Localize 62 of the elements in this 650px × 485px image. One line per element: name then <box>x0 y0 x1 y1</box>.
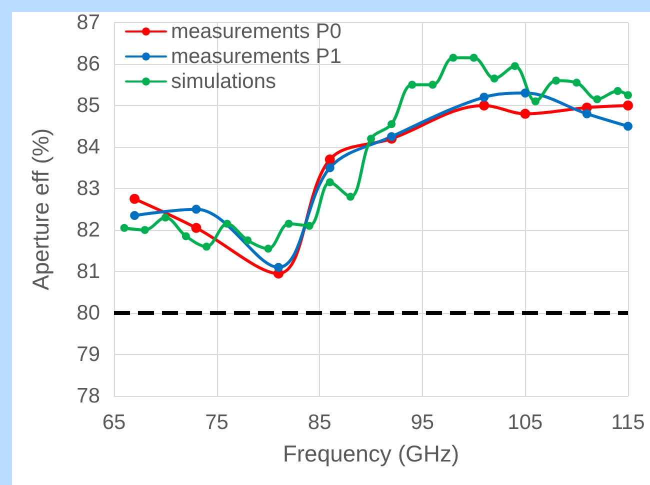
point <box>284 220 293 228</box>
point <box>264 244 272 253</box>
point <box>388 120 396 128</box>
point <box>520 108 530 119</box>
point <box>449 54 458 62</box>
point <box>244 236 252 244</box>
legend-label: measurements P1 <box>171 45 342 68</box>
x-tick-label: 105 <box>508 411 543 434</box>
y-tick-label: 78 <box>76 384 100 408</box>
y-tick-label: 86 <box>76 52 100 76</box>
point <box>387 132 396 142</box>
point <box>324 154 335 164</box>
y-tick-label: 84 <box>76 136 100 158</box>
point <box>140 226 149 234</box>
point <box>367 134 375 143</box>
legend-label: simulations <box>171 70 276 93</box>
x-tick-label: 115 <box>611 411 645 434</box>
point <box>480 92 489 102</box>
point <box>326 178 334 186</box>
y-tick-label: 80 <box>76 302 100 324</box>
point <box>130 210 140 220</box>
x-tick-label: 75 <box>205 411 228 434</box>
x-axis-title: Frequency (GHz) <box>282 440 460 466</box>
point <box>623 100 633 110</box>
point <box>305 222 314 230</box>
point <box>120 224 128 232</box>
point <box>479 100 490 110</box>
point <box>182 232 190 240</box>
y-tick-label: 82 <box>76 218 100 242</box>
point <box>490 74 498 83</box>
point <box>624 91 632 100</box>
x-tick-label: 85 <box>308 411 332 434</box>
point <box>520 88 530 98</box>
point <box>531 97 540 106</box>
x-tick-label: 65 <box>102 411 126 434</box>
point <box>346 192 354 201</box>
point <box>510 62 519 70</box>
y-tick-label: 85 <box>76 94 100 117</box>
y-tick-label: 87 <box>76 11 100 34</box>
y-axis-title: Aperture eff (%) <box>28 128 54 290</box>
point <box>552 76 560 85</box>
point <box>408 80 416 89</box>
point <box>593 95 602 104</box>
point <box>130 194 140 204</box>
y-tick-label: 83 <box>76 177 100 200</box>
y-tick-label: 81 <box>76 260 100 283</box>
point <box>582 109 592 118</box>
x-tick-label: 95 <box>410 411 434 434</box>
point <box>614 86 622 95</box>
point <box>223 220 232 228</box>
legend-label: measurements P0 <box>171 20 342 43</box>
point <box>428 80 437 89</box>
point <box>161 214 170 222</box>
point <box>572 78 581 87</box>
point <box>202 242 211 251</box>
point <box>191 222 202 233</box>
point <box>274 262 283 272</box>
point <box>470 54 478 62</box>
point <box>192 204 201 214</box>
y-tick-label: 79 <box>76 343 100 366</box>
point <box>325 163 334 172</box>
point <box>624 122 632 131</box>
